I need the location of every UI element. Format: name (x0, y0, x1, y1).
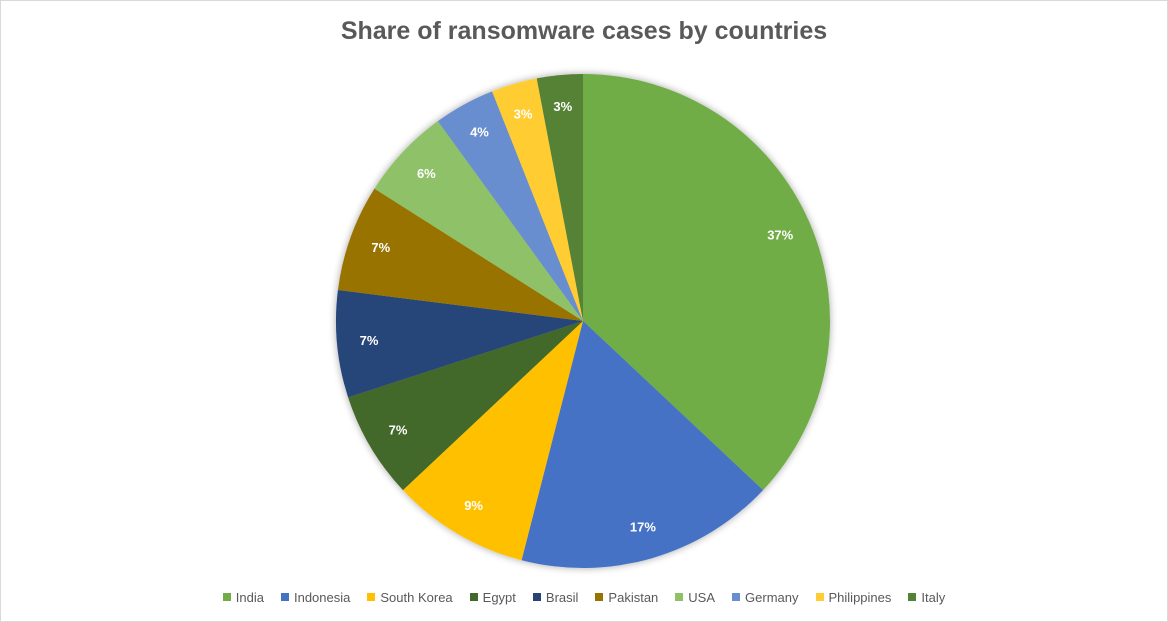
legend-item: Indonesia (280, 589, 351, 605)
data-label: 6% (417, 166, 436, 181)
legend-label: South Korea (380, 589, 453, 605)
legend-swatch (222, 593, 231, 601)
legend-swatch (469, 593, 478, 601)
legend-label: Brasil (545, 589, 579, 605)
legend-label: Italy (921, 589, 946, 605)
data-label: 37% (767, 228, 793, 243)
legend-swatch (280, 593, 289, 601)
data-label: 3% (514, 107, 533, 122)
pie-slice-philippines (492, 78, 583, 321)
legend-item: USA (675, 590, 715, 605)
pie-slice-indonesia (521, 321, 764, 569)
legend-item: Italy (908, 590, 945, 605)
legend-item: Pakistan (595, 590, 658, 605)
pie-slice-pakistan (337, 188, 583, 321)
pie-slice-brasil (336, 290, 583, 398)
legend-item: Germany (732, 589, 799, 605)
pie-slice-south-korea (402, 321, 583, 561)
pie-slice-india (583, 74, 830, 491)
legend-item: South Korea (367, 589, 453, 605)
legend-swatch (367, 593, 376, 601)
chart-title: Share of ransomware cases by countries (340, 17, 828, 45)
legend-swatch (675, 593, 684, 601)
data-label: 4% (470, 125, 489, 140)
legend-label: Egypt (482, 589, 516, 605)
data-label: 7% (371, 240, 390, 255)
pie-slice-egypt (348, 321, 583, 491)
legend-item: Egypt (469, 589, 516, 605)
pie-slice-usa (374, 121, 583, 321)
pie-slice-italy (536, 74, 583, 321)
legend-item: Brasil (532, 589, 579, 605)
legend-swatch (732, 593, 741, 601)
legend-label: India (235, 589, 264, 605)
legend-item: Philippines (815, 589, 892, 605)
legend-swatch (595, 593, 604, 601)
legend: India Indonesia South Korea Egypt Brasil Paki… (213, 585, 955, 609)
data-label: 7% (360, 333, 379, 348)
legend-swatch (532, 593, 541, 601)
data-label: 3% (553, 99, 572, 114)
legend-swatch (908, 593, 917, 601)
pie-slice-germany (437, 91, 583, 321)
data-label: 17% (630, 519, 656, 534)
legend-label: USA (688, 589, 716, 605)
legend-label: Pakistan (608, 589, 659, 605)
legend-label: Germany (745, 589, 799, 605)
legend-item: India (222, 589, 264, 605)
data-label: 7% (389, 422, 408, 437)
legend-swatch (815, 593, 824, 601)
legend-label: Indonesia (293, 589, 351, 605)
legend-label: Philippines (828, 589, 892, 605)
data-label: 9% (464, 498, 483, 513)
